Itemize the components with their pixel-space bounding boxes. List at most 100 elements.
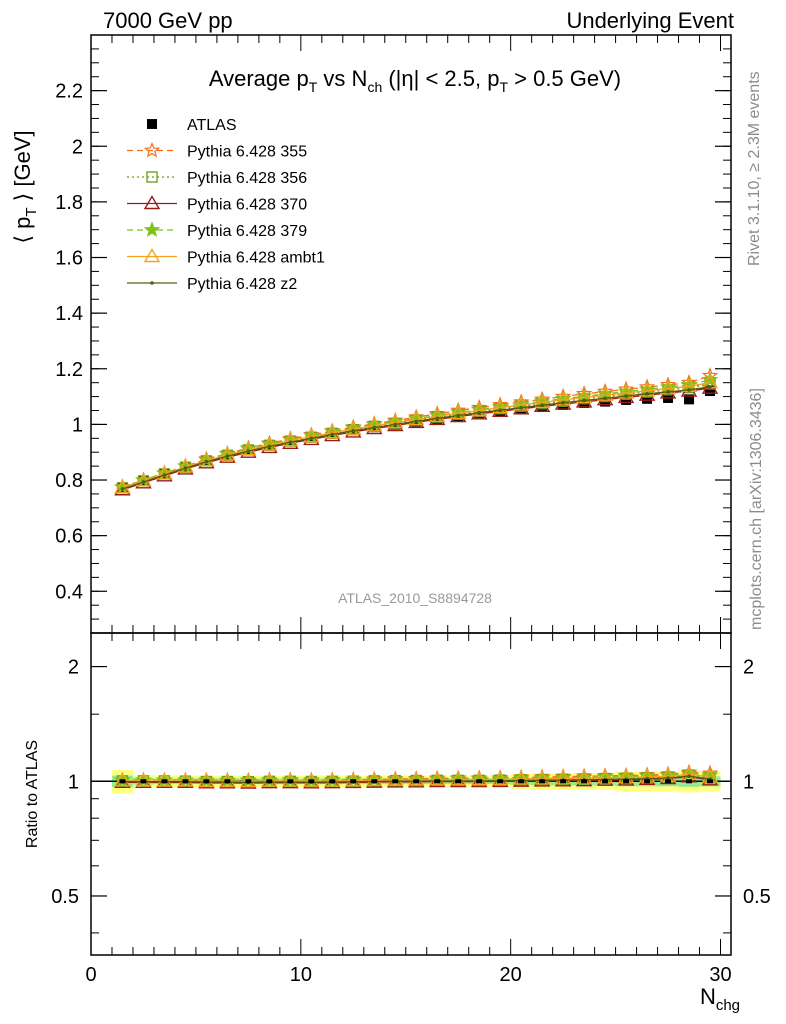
- ratio-point-atlas: [434, 779, 441, 784]
- data-point-ambt1: [638, 382, 656, 397]
- legend-marker: [147, 119, 157, 129]
- x-tick-label: 0: [85, 964, 96, 986]
- data-point-ambt1: [617, 384, 635, 399]
- data-point-z2: [288, 440, 293, 444]
- data-point-ambt1: [512, 396, 530, 411]
- data-point-ambt1: [261, 436, 278, 451]
- data-point-ambt1: [114, 479, 131, 494]
- energy-label: 7000 GeV pp: [103, 8, 233, 33]
- data-point-ambt1: [156, 465, 173, 480]
- ratio-point-atlas: [707, 779, 714, 784]
- ratio-point-atlas: [539, 779, 546, 784]
- data-point-ambt1: [303, 428, 320, 443]
- legend-marker: [150, 281, 154, 285]
- ratio-y-tick-label: 1: [68, 771, 79, 793]
- data-point-z2: [372, 425, 377, 430]
- data-point-ambt1: [470, 402, 488, 417]
- ratio-point-atlas: [287, 779, 294, 784]
- y-tick-label: 2.2: [55, 81, 83, 103]
- series-line-ambt1: [122, 382, 711, 489]
- ratio-point-atlas: [560, 779, 567, 784]
- ratio-panel: 0.5 0.51 12 20 10 20 30 Ratio to ATLAS Nchg: [24, 632, 771, 1014]
- y-tick-label: 0.8: [55, 470, 83, 492]
- ratio-point-ambt1: [219, 772, 236, 787]
- data-point-z2: [582, 398, 586, 403]
- data-point-z2: [519, 405, 523, 410]
- data-point-ambt1: [408, 410, 425, 426]
- data-point-z2: [330, 432, 335, 437]
- data-point-ambt1: [324, 424, 341, 439]
- ratio-point-ambt1: [240, 773, 257, 788]
- ratio-series-group: [114, 763, 719, 789]
- ratio-series-atlas: [119, 779, 714, 784]
- ratio-point-ambt1: [366, 772, 383, 787]
- ratio-point-ambt1: [303, 772, 320, 787]
- data-point-z2: [477, 410, 481, 415]
- mcplots-label: mcplots.cern.ch [arXiv:1306.3436]: [748, 388, 765, 630]
- plot-title: Average pT vs Nch (|η| < 2.5, pT > 0.5 G…: [209, 66, 621, 95]
- ratio-point-z2: [666, 776, 670, 780]
- ratio-point-atlas: [224, 779, 231, 784]
- y-tick-label: 1: [72, 414, 83, 436]
- series-z2: [120, 385, 712, 491]
- legend-marker: [146, 171, 158, 183]
- ratio-point-ambt1: [512, 770, 530, 785]
- ratio-point-atlas: [644, 779, 651, 784]
- ratio-y-tick-label-right: 2: [743, 657, 754, 679]
- y-tick-label: 2: [72, 136, 83, 158]
- data-point-z2: [687, 388, 691, 392]
- data-point-ambt1: [429, 407, 446, 423]
- ratio-point-atlas: [623, 779, 630, 784]
- ratio-y-tick-label-right: 1: [743, 771, 754, 793]
- ratio-axis-ticks: 0.5 0.51 12 20 10 20 30: [51, 633, 771, 986]
- main-axis-ticks: 0.4 0.6 0.8 1 1.2 1.4 1.6 1.8 2 2.2: [55, 34, 731, 633]
- legend-entry: ATLAS: [187, 117, 237, 134]
- data-point-z2: [561, 400, 565, 405]
- data-point-ambt1: [533, 394, 551, 409]
- ratio-point-ambt1: [177, 772, 194, 787]
- ratio-y-tick-label: 2: [68, 657, 79, 679]
- legend-marker: [143, 248, 161, 263]
- data-point-z2: [624, 394, 628, 398]
- legend-entry: Pythia 6.428 370: [187, 197, 307, 214]
- data-point-z2: [183, 466, 188, 470]
- ratio-point-ambt1: [324, 772, 341, 787]
- ratio-point-z2: [687, 774, 691, 778]
- ratio-point-atlas: [266, 779, 273, 784]
- data-point-z2: [456, 413, 461, 418]
- ratio-point-atlas: [350, 779, 357, 784]
- data-point-ambt1: [387, 414, 404, 429]
- legend: ATLAS Pythia 6.428 355 Pythia 6.428 356 Pyt…: [127, 117, 325, 293]
- y-tick-label: 1.6: [55, 248, 83, 270]
- data-point-z2: [309, 436, 314, 441]
- legend-marker: [143, 141, 161, 158]
- x-tick-label: 20: [500, 964, 522, 986]
- ratio-point-atlas: [119, 779, 126, 784]
- ratio-point-atlas: [413, 779, 420, 784]
- ratio-point-ambt1: [554, 770, 572, 785]
- data-point-z2: [498, 408, 502, 413]
- y-axis-label: ⟨ pT ⟩ [GeV]: [10, 130, 40, 243]
- ratio-point-ambt1: [470, 771, 488, 786]
- data-point-z2: [540, 403, 544, 408]
- ratio-point-ambt1: [449, 771, 467, 786]
- series-p379: [114, 371, 719, 495]
- ratio-point-ambt1: [533, 770, 551, 785]
- legend-entry: Pythia 6.428 379: [187, 223, 307, 240]
- data-point-atlas: [642, 393, 653, 404]
- ratio-point-atlas: [245, 779, 252, 784]
- legend-marker: [143, 195, 161, 210]
- data-point-z2: [666, 390, 670, 394]
- data-point-ambt1: [345, 420, 362, 435]
- data-point-z2: [435, 416, 440, 421]
- ratio-point-atlas: [581, 779, 588, 784]
- ratio-point-atlas: [497, 779, 504, 784]
- data-point-z2: [162, 473, 167, 477]
- data-point-z2: [120, 487, 125, 491]
- ratio-y-axis-label: Ratio to ATLAS: [24, 740, 41, 848]
- ratio-point-atlas: [686, 779, 693, 784]
- ratio-point-atlas: [308, 779, 315, 784]
- legend-entry: Pythia 6.428 356: [187, 170, 307, 187]
- y-tick-label: 1.4: [55, 303, 83, 325]
